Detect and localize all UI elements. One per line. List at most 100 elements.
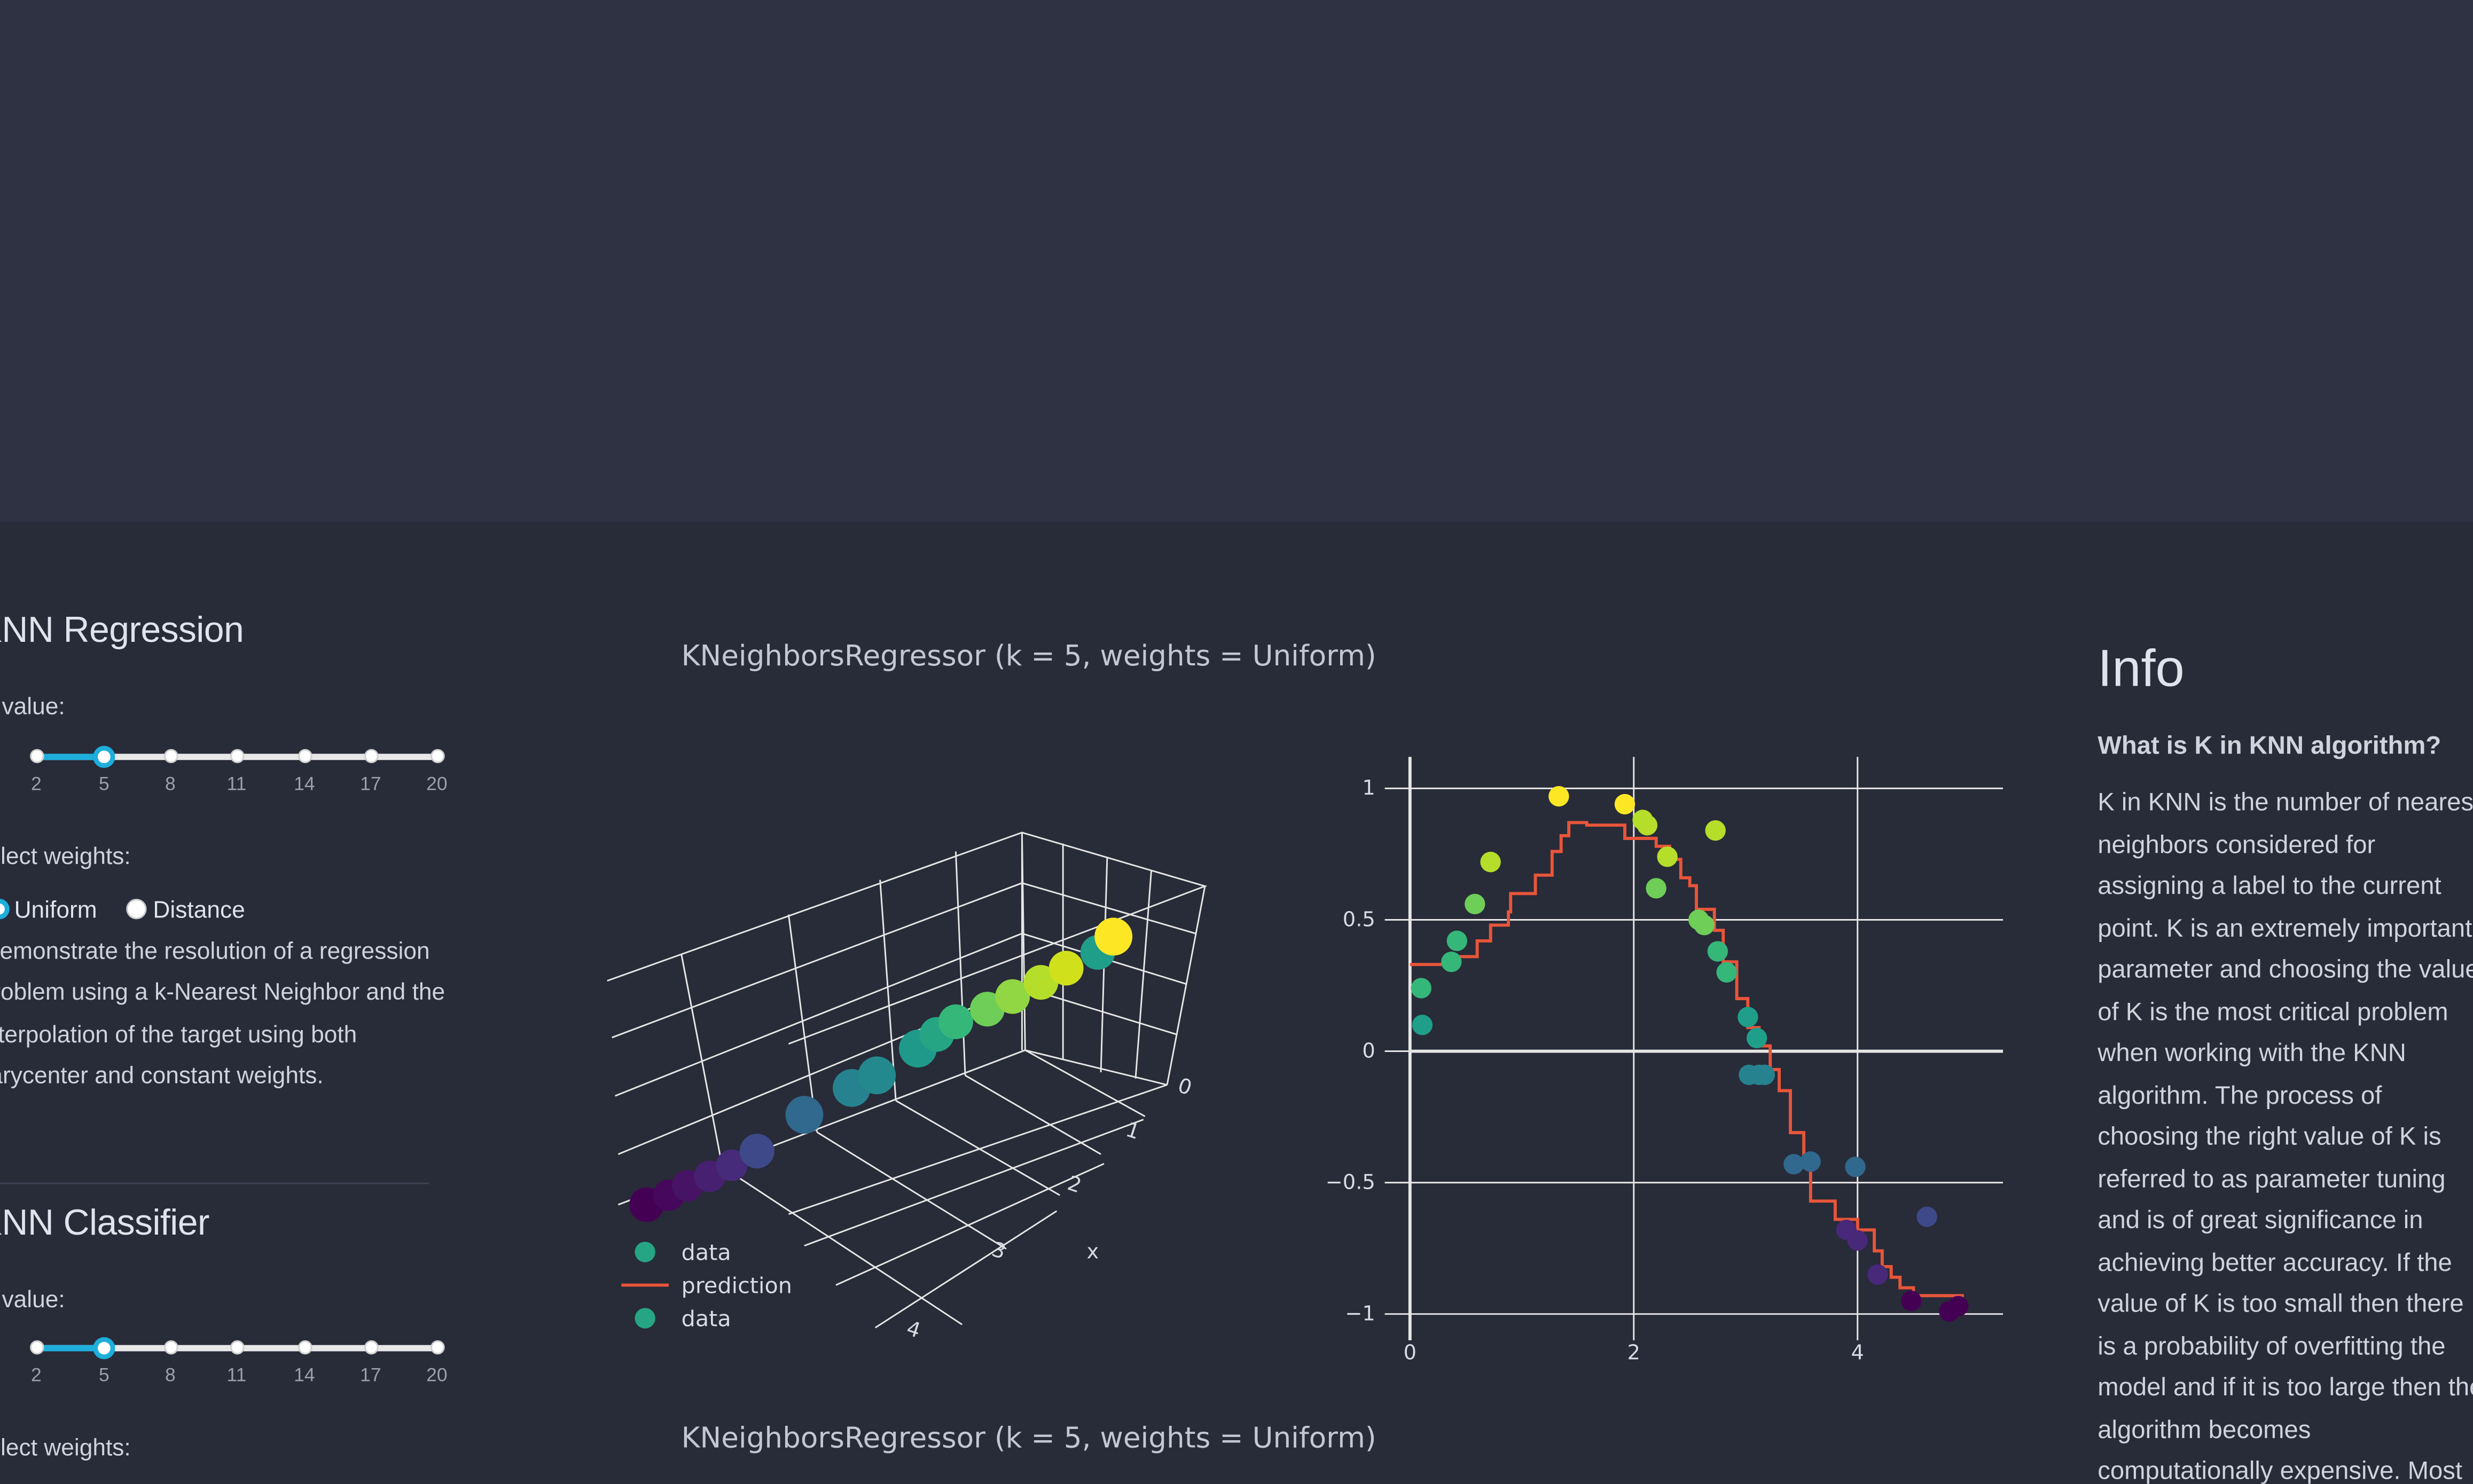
slider-mark[interactable]: 2 — [31, 1364, 42, 1386]
legend-label[interactable]: data — [682, 1239, 731, 1265]
data-point — [1705, 820, 1726, 841]
slider-mark[interactable]: 17 — [360, 772, 381, 795]
slider-mark[interactable]: 11 — [226, 772, 247, 795]
data-point — [1441, 952, 1462, 972]
grid-line — [680, 954, 723, 1167]
data-point — [1411, 978, 1431, 999]
plot-3d-grid — [607, 831, 1208, 1329]
grid-line — [895, 1100, 1061, 1196]
grid-line — [1024, 1049, 1146, 1117]
slider-mark[interactable]: 2 — [31, 772, 42, 795]
slider-handle[interactable] — [93, 1337, 115, 1360]
classifier-k-slider[interactable]: 2 5 8 11 14 17 20 — [0, 1336, 473, 1399]
plot-legend[interactable]: data prediction data — [615, 1233, 836, 1344]
radio-uniform[interactable] — [0, 899, 10, 920]
axis-tick: 1 — [1123, 1118, 1142, 1144]
slider-mark[interactable]: 5 — [99, 1364, 109, 1386]
slider-track[interactable] — [36, 1345, 104, 1352]
radio-uniform-label[interactable]: Uniform — [14, 897, 97, 924]
slider-dot[interactable] — [230, 749, 245, 764]
regression-k-slider[interactable]: 2 5 8 11 14 17 20 — [0, 744, 473, 807]
data-point — [1916, 1206, 1937, 1227]
point-3d — [739, 1134, 774, 1169]
legend-label[interactable]: data — [682, 1306, 731, 1331]
regression-description: problem using a k-Nearest Neighbor and t… — [0, 973, 445, 1015]
slider-mark[interactable]: 14 — [294, 772, 315, 795]
data-point — [1446, 930, 1467, 952]
info-line: of K is the most critical problem — [2098, 999, 2448, 1026]
slider-mark[interactable]: 14 — [294, 1364, 315, 1386]
info-title: Info — [2098, 638, 2185, 697]
data-point — [1747, 1027, 1767, 1049]
info-line: neighbors considered for — [2098, 831, 2376, 859]
data-point — [1845, 1156, 1866, 1177]
main-content — [0, 522, 2473, 1484]
plot-title-top: KNeighborsRegressor (k = 5, weights = Un… — [681, 640, 1376, 673]
slider-dot[interactable] — [164, 1340, 178, 1355]
info-line: parameter and choosing the value — [2098, 957, 2473, 984]
legend-marker-data[interactable] — [635, 1242, 655, 1262]
classifier-title: KNN Classifier — [0, 1202, 210, 1243]
slider-mark[interactable]: 17 — [360, 1364, 381, 1386]
grid-line — [1134, 870, 1153, 1079]
grid-line — [787, 914, 818, 1133]
info-question: What is K in KNN algorithm? — [2098, 733, 2441, 760]
x-tick-label: 0 — [1404, 1340, 1417, 1364]
data-point — [1800, 1151, 1821, 1172]
point-3d — [1023, 965, 1059, 1000]
slider-mark[interactable]: 11 — [226, 1364, 247, 1386]
y-tick-label: 0 — [1362, 1039, 1375, 1063]
slider-mark[interactable]: 8 — [165, 772, 176, 795]
data-point — [1847, 1230, 1868, 1251]
slider-mark[interactable]: 5 — [99, 772, 109, 795]
slider-dot[interactable] — [164, 749, 178, 764]
point-3d — [1094, 917, 1133, 956]
info-line: algorithm becomes — [2098, 1417, 2311, 1444]
info-line: and is of great significance in — [2098, 1207, 2423, 1235]
regression-k-label: K value: — [0, 694, 65, 721]
slider-dot[interactable] — [30, 1340, 44, 1355]
slider-dot[interactable] — [298, 1340, 312, 1355]
info-line: point. K is an extremely important — [2098, 915, 2472, 943]
plot-2d[interactable]: 1 0.5 0 −0.5 −1 0 2 4 — [1309, 741, 2034, 1372]
data-point — [1948, 1295, 1969, 1317]
section-divider — [0, 1182, 429, 1184]
data-point — [1694, 915, 1715, 936]
grid-line — [965, 1074, 1101, 1155]
plot-title-bottom: KNeighborsRegressor (k = 5, weights = Un… — [681, 1422, 1376, 1456]
info-line: computationally expensive. Most — [2098, 1458, 2463, 1484]
radio-distance[interactable] — [126, 899, 147, 920]
legend-marker-data[interactable] — [635, 1308, 655, 1329]
info-line: model and if it is too large then the — [2098, 1375, 2473, 1402]
data-point — [1480, 852, 1501, 873]
grid-line — [788, 1084, 1168, 1215]
slider-handle[interactable] — [93, 745, 115, 768]
slider-dot[interactable] — [431, 1340, 445, 1355]
plot-3d[interactable]: 0 1 2 3 4 x — [599, 820, 1262, 1356]
legend-label[interactable]: prediction — [682, 1273, 792, 1298]
y-tick-label: 1 — [1362, 776, 1375, 800]
slider-track[interactable] — [36, 753, 104, 760]
slider-mark[interactable]: 20 — [426, 772, 448, 795]
slider-dot[interactable] — [30, 749, 44, 764]
slider-mark[interactable]: 20 — [426, 1364, 448, 1386]
regression-weights-label: Select weights: — [0, 843, 131, 870]
info-line: K in KNN is the number of nearest — [2098, 790, 2473, 817]
plot-2d-grid — [1408, 757, 2004, 1340]
description-line: Demonstrate the resolution of a regressi… — [0, 938, 430, 965]
slider-dot[interactable] — [364, 1340, 379, 1355]
slider-dot[interactable] — [364, 749, 379, 764]
y-tick-label: −0.5 — [1326, 1170, 1375, 1194]
grid-line — [804, 1119, 1144, 1247]
radio-distance-label[interactable]: Distance — [153, 897, 245, 924]
slider-dot[interactable] — [298, 749, 312, 764]
slider-dot[interactable] — [230, 1340, 245, 1355]
slider-dot[interactable] — [431, 749, 445, 764]
header-banner — [0, 0, 2473, 522]
slider-mark[interactable]: 8 — [165, 1364, 176, 1386]
grid-line — [617, 986, 1177, 1155]
regression-title: KNN Regression — [0, 608, 244, 650]
grid-line — [607, 831, 1208, 1045]
data-point — [1412, 1015, 1433, 1035]
